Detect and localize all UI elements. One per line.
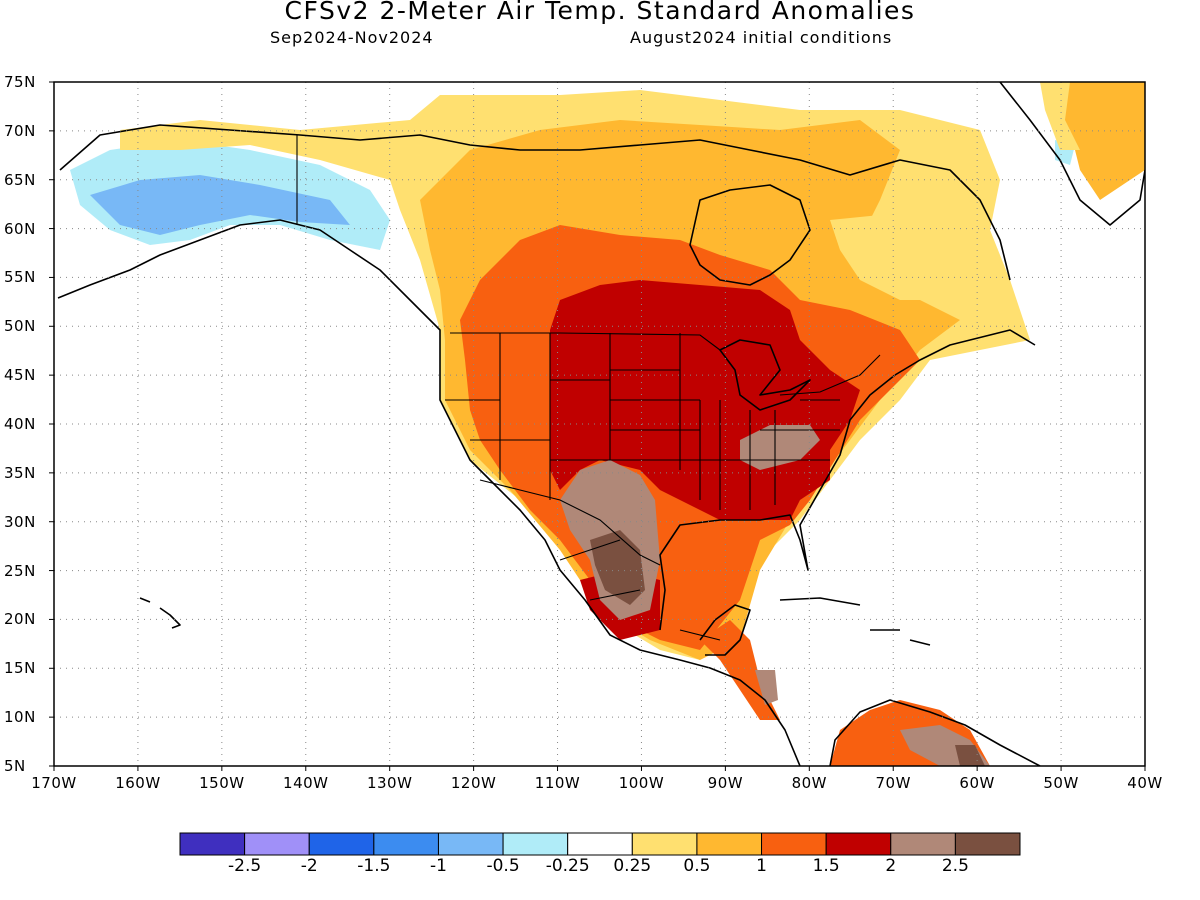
lon-label: 100W [618,774,665,792]
colorbar-swatch [761,832,827,856]
colorbar [179,832,1021,856]
colorbar-swatch [890,832,956,856]
lon-label: 90W [707,774,744,792]
cam-warm-ext [755,670,778,705]
lon-label: 50W [1043,774,1079,792]
lon-label: 170W [31,774,77,792]
colorbar-label: 1 [756,856,767,876]
colorbar-label: -1 [429,856,447,876]
lon-label: 110W [534,774,581,792]
initial-conditions: August2024 initial conditions [630,28,893,47]
state-lines-central [550,333,701,500]
lat-label: 50N [4,317,36,336]
north-america-coast [57,219,801,766]
greenland-warm [1040,82,1145,200]
lat-label: 5N [4,757,26,775]
colorbar-swatch [308,832,375,856]
south-america-coast [829,699,1041,766]
lon-label: 140W [283,774,329,792]
colorbar-label: 0.5 [683,856,711,876]
lat-label: 30N [4,512,36,531]
lon-label: 70W [875,774,911,792]
colorbar-label: 0.25 [613,856,652,876]
map-title: CFSv2 2-Meter Air Temp. Standard Anomali… [284,0,916,25]
lon-label: 80W [791,774,828,792]
hudson-bay [689,184,811,286]
colorbar-label: 2 [885,856,897,876]
grid-lines [54,82,1145,766]
hawaii [139,597,181,629]
lat-label: 20N [4,610,36,629]
colorbar-swatch [373,832,439,856]
us-mexico-border [479,479,661,566]
arctic-coast [59,124,1011,281]
lat-label: 70N [4,121,36,140]
greenland-warm-light [1040,82,1080,150]
anomaly-shading [70,82,1145,766]
lat-label: 75N [4,73,36,91]
lon-label: 120W [450,774,497,792]
colorbar-label: -1.5 [357,856,391,876]
warm-max [590,530,645,605]
lat-label: 40N [4,415,36,433]
colorbar-swatch [179,832,246,856]
lat-label: 35N [4,463,36,482]
state-lines-east [700,399,840,510]
yucatan-coast [699,604,751,656]
lon-label: 160W [115,774,161,792]
colorbar-swatch [244,832,310,856]
lon-label: 130W [366,774,413,792]
alaska-cool-mid [90,175,350,235]
colorbar-swatch [631,832,698,856]
state-lines-west [445,333,611,500]
mexico-states [559,539,721,641]
lat-label: 60N [4,219,36,238]
axis-ticks [49,81,1146,771]
caribbean-islands [779,597,931,646]
us-canada-border [450,332,881,396]
gulf-coast [659,329,1036,631]
colorbar-label: 1.5 [812,856,840,876]
quebec-warm [830,215,1000,300]
colorbar-swatch [567,832,633,856]
forecast-period: Sep2024-Nov2024 [270,28,434,47]
lat-label: 45N [4,366,36,385]
colorbar-swatch [696,832,763,856]
appalachian-warm-ext [740,425,820,470]
colorbar-swatch [954,832,1021,856]
lat-label: 55N [4,268,36,287]
lon-label: 60W [959,774,995,792]
colorbar-label: 2.5 [941,856,969,876]
colorbar-label: -2.5 [228,856,262,876]
colorbar-swatch [825,832,892,856]
colorbar-label: -2 [300,856,318,876]
lat-label: 15N [4,659,36,678]
colorbar-swatch [502,832,569,856]
colorbar-swatch [437,832,504,856]
great-lakes [719,339,811,411]
coastlines [57,82,1145,766]
greenland-coast [999,82,1145,226]
lat-label: 65N [4,170,36,189]
lon-label: 150W [199,774,245,792]
political-borders [296,135,881,641]
colorbar-label: -0.25 [545,856,590,876]
lon-label: 40W [1127,774,1163,792]
colorbar-label: -0.5 [486,856,520,876]
lat-label: 25N [4,561,36,580]
lat-label: 10N [4,708,36,727]
